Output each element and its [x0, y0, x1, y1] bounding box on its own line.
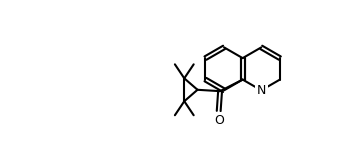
- Text: N: N: [257, 84, 266, 97]
- Text: O: O: [214, 114, 224, 127]
